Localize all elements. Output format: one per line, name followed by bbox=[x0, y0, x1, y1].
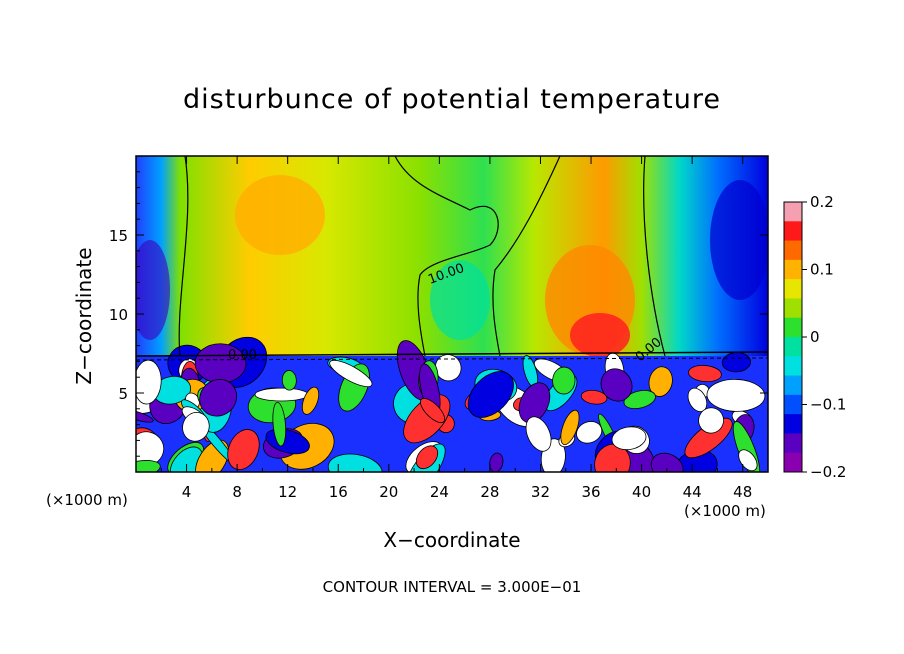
cool-anomaly bbox=[136, 240, 170, 340]
turbulent-blob bbox=[580, 389, 608, 405]
contour-line bbox=[136, 357, 768, 361]
x-tick-label: 8 bbox=[232, 483, 242, 501]
turbulent-blob bbox=[611, 426, 647, 451]
warm-anomaly bbox=[235, 175, 325, 255]
colorbar-tick-label: 0 bbox=[810, 328, 820, 346]
colorbar-swatch bbox=[784, 202, 802, 222]
y-axis: 5 10 15 bbox=[109, 171, 768, 457]
colorbar-swatch bbox=[784, 337, 802, 357]
contour-interval-note: CONTOUR INTERVAL = 3.000E−01 bbox=[322, 578, 582, 596]
turbulent-blob bbox=[301, 386, 320, 415]
y-tick-label: 10 bbox=[109, 306, 128, 324]
x-axis-label: X−coordinate bbox=[383, 528, 521, 552]
x-unit-label: (×1000 m) bbox=[684, 502, 766, 520]
turbulent-blob bbox=[254, 387, 309, 402]
turbulent-blob bbox=[467, 371, 514, 418]
turbulent-blob bbox=[169, 446, 203, 472]
turbulent-blob bbox=[419, 397, 446, 424]
contour-line bbox=[492, 156, 561, 357]
colorbar-ticks: 0.2 0.1 0 −0.1 −0.2 bbox=[802, 193, 846, 481]
colorbar-swatch bbox=[784, 375, 802, 396]
y-tick-label: 5 bbox=[118, 385, 128, 403]
turbulent-blob bbox=[648, 366, 673, 397]
turbulent-blob bbox=[227, 429, 260, 471]
turbulent-blob bbox=[706, 378, 766, 412]
colorbar bbox=[783, 201, 803, 473]
x-tick-label: 44 bbox=[683, 483, 702, 501]
turbulent-blob bbox=[525, 416, 552, 452]
contour-line bbox=[394, 156, 499, 357]
x-unit-label: (×1000 m) bbox=[46, 491, 128, 509]
x-tick-label: 32 bbox=[531, 483, 550, 501]
contour-label: 0.00 bbox=[228, 348, 257, 363]
x-axis: 4 8 12 16 20 24 28 32 36 40 44 48 bbox=[160, 156, 752, 501]
colorbar-swatch bbox=[784, 259, 802, 280]
turbulent-blob bbox=[518, 382, 551, 424]
colorbar-swatch bbox=[784, 279, 802, 299]
x-tick-label: 24 bbox=[430, 483, 449, 501]
heatmap-field bbox=[136, 156, 768, 472]
turbulent-blob bbox=[738, 449, 758, 472]
colorbar-tick-label: −0.2 bbox=[810, 463, 846, 481]
x-tick-label: 16 bbox=[329, 483, 348, 501]
colorbar-swatch bbox=[784, 317, 802, 338]
contour-line bbox=[178, 156, 189, 357]
turbulent-blob bbox=[552, 366, 576, 395]
colorbar-swatch bbox=[784, 414, 802, 434]
colorbar-tick-label: 0.2 bbox=[810, 193, 834, 211]
colorbar-swatch bbox=[784, 298, 802, 319]
turbulent-blob bbox=[576, 421, 603, 444]
colorbar-swatch bbox=[784, 356, 802, 377]
contour-line bbox=[643, 156, 666, 357]
turbulent-blob bbox=[560, 409, 580, 446]
colorbar-swatch bbox=[784, 452, 802, 473]
turbulent-blob bbox=[698, 407, 724, 434]
cool-anomaly bbox=[430, 260, 490, 340]
turbulent-blob bbox=[327, 453, 383, 472]
turbulent-blob bbox=[623, 390, 656, 410]
colorbar-swatch bbox=[784, 240, 802, 261]
turbulent-blob bbox=[600, 368, 633, 402]
contour-line bbox=[136, 351, 768, 357]
turbulent-blob bbox=[650, 452, 684, 472]
x-tick-label: 20 bbox=[379, 483, 398, 501]
turbulent-blob bbox=[136, 460, 161, 472]
colorbar-swatch bbox=[784, 394, 802, 415]
colorbar-tick-label: −0.1 bbox=[810, 396, 846, 414]
turbulent-blob bbox=[329, 359, 373, 388]
turbulent-blob bbox=[281, 370, 297, 391]
chart-title: disturbunce of potential temperature bbox=[183, 84, 721, 115]
turbulent-blob bbox=[272, 402, 287, 447]
warm-anomaly bbox=[570, 313, 630, 357]
turbulent-blob bbox=[688, 365, 722, 383]
x-tick-label: 28 bbox=[480, 483, 499, 501]
x-tick-label: 48 bbox=[733, 483, 752, 501]
x-tick-label: 12 bbox=[278, 483, 297, 501]
turbulent-layer bbox=[136, 336, 766, 472]
cool-anomaly bbox=[710, 180, 768, 300]
colorbar-swatch bbox=[784, 221, 802, 242]
x-tick-label: 40 bbox=[632, 483, 651, 501]
colorbar-swatch bbox=[784, 433, 802, 454]
y-tick-label: 15 bbox=[109, 227, 128, 245]
x-tick-label: 36 bbox=[581, 483, 600, 501]
y-axis-label: Z−coordinate bbox=[72, 247, 96, 385]
x-tick-label: 4 bbox=[182, 483, 192, 501]
turbulent-blob bbox=[415, 445, 439, 470]
colorbar-tick-label: 0.1 bbox=[810, 261, 834, 279]
turbulent-blob bbox=[182, 412, 210, 442]
turbulent-blob bbox=[199, 379, 238, 417]
